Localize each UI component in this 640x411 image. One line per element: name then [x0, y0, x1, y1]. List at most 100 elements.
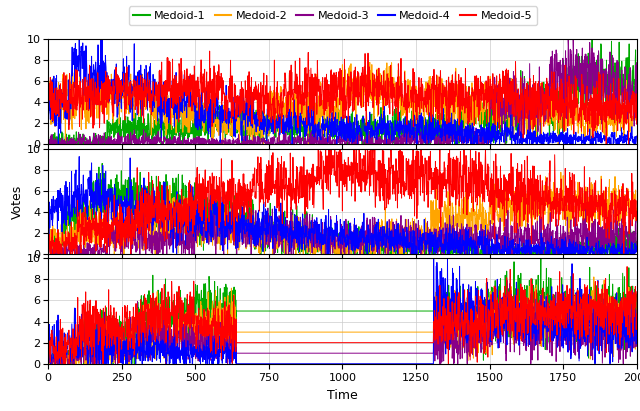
Medoid-2 — [616, 306, 624, 311]
Medoid-4 — [331, 233, 339, 238]
Medoid-4 — [331, 115, 339, 120]
Medoid-3 — [633, 60, 640, 65]
Line: Medoid-3: Medoid-3 — [48, 39, 637, 144]
Medoid-1 — [331, 309, 339, 314]
Medoid-1 — [508, 245, 516, 250]
Line: Medoid-1: Medoid-1 — [48, 39, 637, 144]
Medoid-3 — [616, 341, 623, 346]
Medoid-1 — [315, 309, 323, 314]
Medoid-5 — [623, 264, 631, 269]
Line: Medoid-2: Medoid-2 — [48, 171, 637, 254]
Medoid-2 — [92, 252, 99, 256]
Medoid-4 — [616, 327, 624, 332]
Medoid-3 — [331, 239, 339, 244]
Medoid-2 — [616, 112, 624, 117]
Medoid-2 — [616, 104, 623, 109]
Line: Medoid-5: Medoid-5 — [48, 51, 637, 144]
Medoid-3 — [44, 244, 52, 249]
Medoid-5 — [74, 89, 82, 94]
Line: Medoid-5: Medoid-5 — [48, 267, 637, 364]
Medoid-5 — [331, 340, 339, 345]
Medoid-2 — [331, 330, 339, 335]
Medoid-2 — [616, 207, 624, 212]
Medoid-3 — [45, 142, 52, 147]
Medoid-3 — [508, 248, 516, 253]
Medoid-2 — [633, 102, 640, 107]
Medoid-2 — [74, 228, 82, 233]
Medoid-4 — [508, 137, 516, 142]
Medoid-3 — [508, 321, 516, 326]
Medoid-4 — [76, 154, 83, 159]
Medoid-3 — [633, 242, 640, 247]
Medoid-1 — [315, 120, 323, 125]
Medoid-2 — [45, 361, 53, 366]
Medoid-3 — [633, 344, 640, 349]
Medoid-4 — [74, 53, 82, 58]
Medoid-3 — [331, 351, 339, 356]
Medoid-2 — [616, 216, 623, 221]
Medoid-4 — [616, 137, 624, 142]
Medoid-2 — [74, 97, 82, 102]
Medoid-2 — [331, 243, 339, 248]
Y-axis label: Votes: Votes — [11, 184, 24, 219]
Medoid-5 — [316, 165, 323, 170]
Medoid-1 — [316, 243, 323, 248]
Medoid-4 — [288, 142, 296, 147]
Medoid-2 — [527, 168, 534, 173]
Medoid-3 — [315, 137, 323, 142]
Medoid-3 — [49, 252, 56, 256]
Medoid-1 — [331, 136, 339, 141]
Medoid-4 — [74, 356, 82, 360]
Medoid-1 — [99, 161, 106, 166]
Medoid-2 — [508, 218, 516, 223]
Medoid-4 — [47, 361, 54, 366]
Line: Medoid-4: Medoid-4 — [48, 39, 637, 144]
Medoid-5 — [616, 212, 624, 217]
Medoid-3 — [616, 102, 624, 106]
Medoid-5 — [625, 142, 632, 147]
Medoid-1 — [633, 82, 640, 87]
Medoid-3 — [216, 199, 224, 204]
Medoid-4 — [633, 134, 640, 139]
Medoid-3 — [616, 357, 624, 362]
Medoid-5 — [616, 302, 623, 307]
Line: Medoid-3: Medoid-3 — [48, 201, 637, 254]
Medoid-3 — [331, 142, 339, 147]
Medoid-1 — [633, 239, 640, 244]
Medoid-5 — [633, 122, 640, 127]
Medoid-5 — [47, 252, 55, 256]
Medoid-2 — [633, 319, 640, 323]
Medoid-2 — [508, 321, 516, 326]
Line: Medoid-4: Medoid-4 — [48, 259, 637, 364]
Medoid-4 — [44, 351, 52, 356]
Medoid-4 — [616, 133, 623, 138]
Medoid-5 — [51, 361, 60, 366]
Medoid-1 — [74, 142, 82, 147]
Medoid-2 — [331, 106, 339, 111]
Medoid-4 — [508, 241, 516, 246]
Medoid-3 — [315, 351, 323, 356]
Medoid-3 — [616, 120, 623, 125]
Medoid-5 — [633, 209, 640, 214]
Medoid-5 — [616, 87, 623, 92]
Medoid-4 — [316, 222, 323, 226]
Medoid-3 — [616, 221, 623, 226]
Medoid-3 — [564, 37, 572, 42]
Medoid-1 — [508, 297, 516, 302]
Medoid-2 — [44, 101, 52, 106]
Medoid-1 — [616, 243, 623, 248]
Medoid-3 — [74, 244, 82, 249]
Medoid-5 — [616, 342, 623, 347]
Medoid-5 — [315, 77, 323, 82]
Medoid-2 — [315, 249, 323, 254]
Medoid-4 — [616, 245, 623, 250]
Medoid-3 — [44, 358, 52, 363]
Medoid-5 — [616, 91, 623, 96]
Medoid-1 — [616, 72, 624, 77]
Line: Medoid-5: Medoid-5 — [48, 149, 637, 254]
Medoid-5 — [508, 294, 516, 299]
Medoid-5 — [206, 48, 214, 53]
Medoid-4 — [633, 320, 640, 325]
Medoid-4 — [508, 307, 516, 312]
Medoid-3 — [74, 347, 82, 352]
